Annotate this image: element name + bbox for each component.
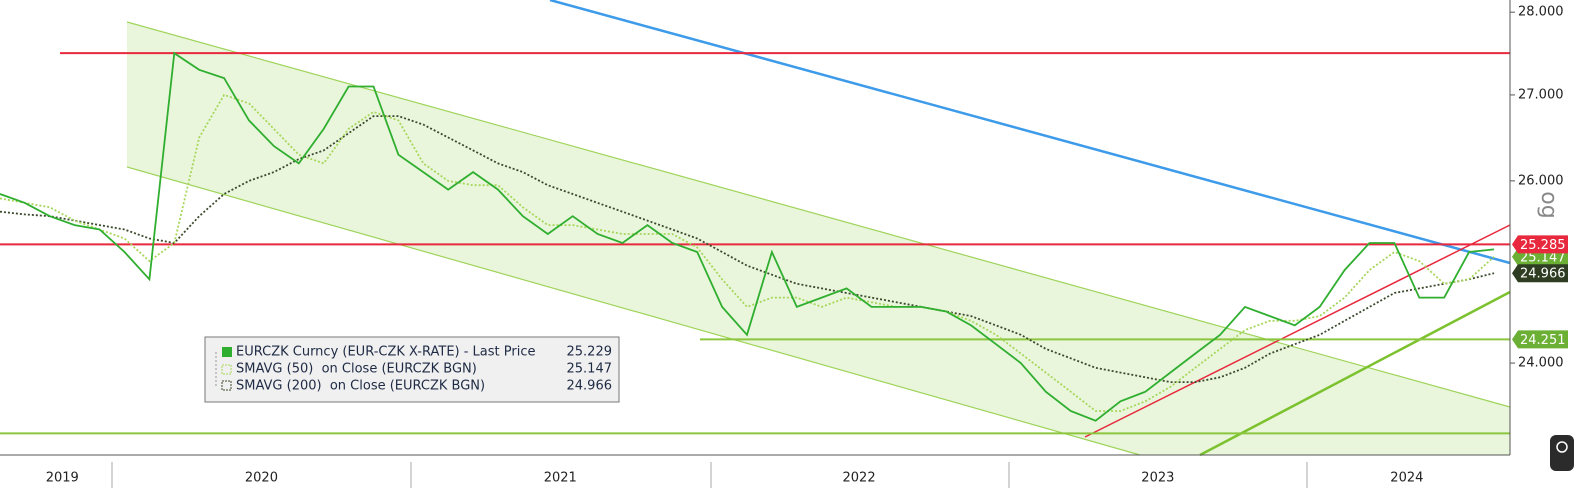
x-tick-label: 2024 bbox=[1390, 471, 1423, 486]
y-tick-label: 27.000 bbox=[1518, 87, 1564, 102]
legend-value: 25.229 bbox=[567, 345, 613, 360]
level-label: 24.251 bbox=[1520, 333, 1566, 348]
legend-swatch bbox=[221, 380, 232, 391]
series-line bbox=[0, 93, 1495, 412]
y-tick-label: 28.000 bbox=[1518, 5, 1564, 20]
x-tick-label: 2019 bbox=[46, 471, 79, 486]
legend-label: SMAVG (50) on Close (EURCZK BGN) bbox=[236, 362, 477, 377]
x-tick-label: 2020 bbox=[245, 471, 278, 486]
x-tick-label: 2022 bbox=[843, 471, 876, 486]
legend-value: 24.966 bbox=[567, 379, 613, 394]
y-tick-label: 24.000 bbox=[1518, 356, 1564, 371]
legend-label: SMAVG (200) on Close (EURCZK BGN) bbox=[236, 379, 485, 394]
legend: EURCZK Curncy (EUR-CZK X-RATE) - Last Pr… bbox=[204, 336, 620, 403]
trend-line bbox=[1084, 224, 1511, 438]
x-tick-label: 2023 bbox=[1141, 471, 1174, 486]
last-value-label: 25.147 bbox=[1520, 250, 1566, 265]
year-separators bbox=[111, 462, 1308, 488]
level-label-box bbox=[1512, 235, 1568, 254]
zoom-button[interactable] bbox=[1550, 435, 1574, 471]
legend-label: EURCZK Curncy (EUR-CZK X-RATE) - Last Pr… bbox=[236, 345, 535, 360]
series-line bbox=[0, 51, 1495, 422]
last-value-label-box bbox=[1512, 264, 1568, 283]
legend-swatch bbox=[221, 364, 232, 375]
level-label-box bbox=[1512, 330, 1568, 349]
legend-swatch bbox=[222, 347, 232, 357]
legend-value: 25.147 bbox=[567, 362, 613, 377]
trend-line bbox=[1199, 290, 1511, 457]
series-line bbox=[0, 115, 1495, 383]
y-tick-label: 26.000 bbox=[1518, 173, 1564, 188]
level-label: 25.285 bbox=[1520, 238, 1566, 253]
scale-label: og bbox=[1536, 191, 1561, 218]
channel bbox=[127, 22, 1510, 455]
trend-line bbox=[549, 0, 1511, 265]
channel-line bbox=[126, 166, 1141, 456]
last-value-label: 24.966 bbox=[1520, 267, 1566, 282]
x-tick-label: 2021 bbox=[544, 471, 577, 486]
